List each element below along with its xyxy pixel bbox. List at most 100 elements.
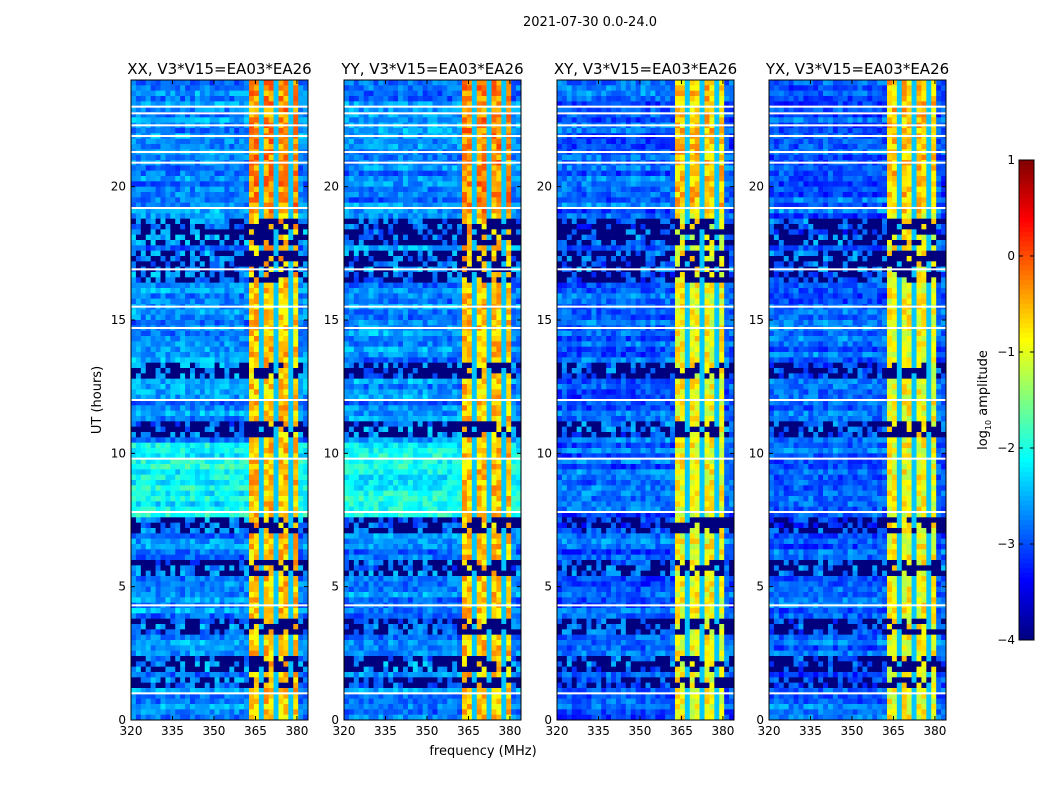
heatmap-cell xyxy=(268,154,274,161)
heatmap-cell xyxy=(263,448,269,454)
heatmap-cell xyxy=(273,698,279,705)
heatmap-cell xyxy=(234,197,240,203)
heatmap-cell xyxy=(244,165,250,171)
heatmap-cell xyxy=(447,85,453,91)
heatmap-cell xyxy=(239,197,245,203)
heatmap-cell xyxy=(214,261,220,267)
heatmap-cell xyxy=(234,144,240,150)
heatmap-cell xyxy=(253,117,260,123)
heatmap-cell xyxy=(293,597,299,603)
heatmap-cell xyxy=(185,336,191,342)
heatmap-cell xyxy=(506,90,512,97)
heatmap-cell xyxy=(209,192,215,198)
heatmap-cell xyxy=(140,517,147,523)
heatmap-cell xyxy=(175,437,181,443)
heatmap-cell xyxy=(180,117,186,123)
heatmap-cell xyxy=(249,538,255,545)
heatmap-cell xyxy=(131,96,137,102)
heatmap-cell xyxy=(373,128,379,134)
heatmap-cell xyxy=(378,112,384,118)
heatmap-cell xyxy=(258,229,265,235)
heatmap-cell xyxy=(199,293,206,299)
heatmap-cell xyxy=(185,666,191,673)
heatmap-cell xyxy=(204,416,210,422)
heatmap-cell xyxy=(412,101,419,107)
heatmap-cell xyxy=(219,698,225,705)
heatmap-cell xyxy=(263,698,269,705)
heatmap-cell xyxy=(165,176,171,182)
heatmap-cell xyxy=(204,181,210,187)
heatmap-cell xyxy=(214,698,220,705)
heatmap-cell xyxy=(194,677,201,683)
heatmap-cell xyxy=(288,282,294,289)
heatmap-cell xyxy=(388,80,394,86)
heatmap-cell xyxy=(303,421,309,427)
heatmap-cell xyxy=(170,522,176,529)
heatmap-cell xyxy=(150,389,156,395)
heatmap-cell xyxy=(303,485,309,491)
heatmap-cell xyxy=(180,437,186,443)
heatmap-cell xyxy=(175,538,181,545)
heatmap-cell xyxy=(298,218,304,225)
heatmap-cell xyxy=(190,597,196,603)
heatmap-cell xyxy=(303,282,309,289)
heatmap-cell xyxy=(253,469,260,475)
heatmap-cell xyxy=(268,496,274,502)
heatmap-cell xyxy=(353,144,360,150)
heatmap-cell xyxy=(268,85,274,91)
heatmap-cell xyxy=(135,704,142,710)
heatmap-cell xyxy=(234,714,240,721)
heatmap-cell xyxy=(273,501,279,507)
heatmap-cell xyxy=(363,128,369,134)
heatmap-cell xyxy=(344,101,350,107)
heatmap-cell xyxy=(278,496,284,502)
heatmap-cell xyxy=(204,336,210,342)
heatmap-cell xyxy=(253,368,260,374)
heatmap-cell xyxy=(452,112,458,118)
heatmap-cell xyxy=(229,400,235,406)
heatmap-cell xyxy=(150,213,156,219)
heatmap-cell xyxy=(253,170,260,177)
heatmap-cell xyxy=(403,165,409,171)
heatmap-cell xyxy=(407,144,414,150)
heatmap-cell xyxy=(204,608,210,614)
heatmap-cell xyxy=(466,112,473,118)
heatmap-cell xyxy=(180,650,186,657)
heatmap-cell xyxy=(344,144,350,150)
heatmap-cell xyxy=(175,613,181,619)
heatmap-cell xyxy=(180,576,186,582)
heatmap-cell xyxy=(190,634,196,641)
heatmap-cell xyxy=(155,165,161,171)
heatmap-cell xyxy=(209,357,215,363)
heatmap-cell xyxy=(229,224,235,230)
heatmap-cell xyxy=(135,576,142,582)
heatmap-cell xyxy=(283,565,289,571)
heatmap-cell xyxy=(263,384,269,390)
heatmap-cell xyxy=(268,618,274,625)
heatmap-cell xyxy=(239,261,245,267)
heatmap-cell xyxy=(170,293,176,299)
heatmap-cell xyxy=(219,570,225,577)
heatmap-cell xyxy=(155,256,161,262)
heatmap-cell xyxy=(303,346,309,353)
heatmap-cell xyxy=(263,538,269,545)
heatmap-cell xyxy=(268,394,274,401)
heatmap-cell xyxy=(283,208,289,214)
heatmap-cell xyxy=(160,661,166,667)
heatmap-cell xyxy=(150,714,156,721)
heatmap-cell xyxy=(393,117,399,123)
heatmap-cell xyxy=(437,165,443,171)
heatmap-cell xyxy=(298,144,304,150)
heatmap-cell xyxy=(244,138,250,145)
heatmap-cell xyxy=(263,485,269,491)
heatmap-cell xyxy=(170,554,176,561)
heatmap-cell xyxy=(190,485,196,491)
heatmap-cell xyxy=(155,373,161,379)
heatmap-cell xyxy=(293,672,299,678)
heatmap-cell xyxy=(249,592,255,598)
heatmap-cell xyxy=(190,181,196,187)
heatmap-cell xyxy=(229,714,235,721)
heatmap-cell xyxy=(273,549,279,555)
heatmap-cell xyxy=(283,277,289,283)
heatmap-cell xyxy=(253,400,260,406)
